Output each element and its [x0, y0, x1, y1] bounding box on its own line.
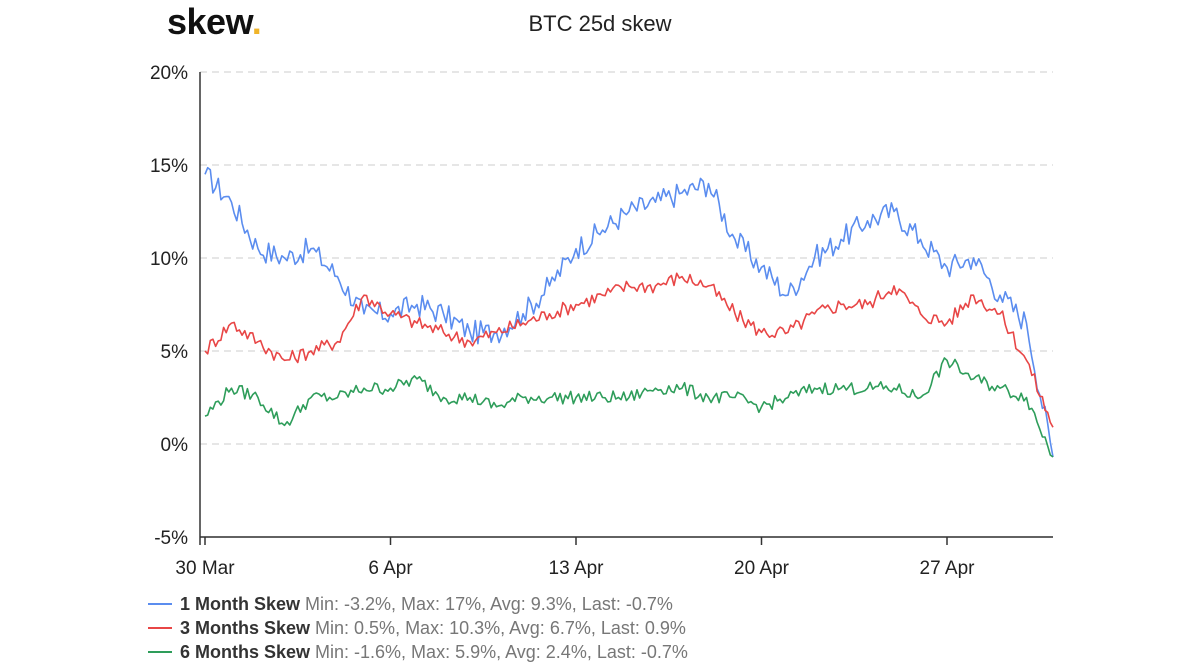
- legend-series-name: 1 Month Skew: [180, 594, 301, 614]
- chart-title: BTC 25d skew: [528, 11, 672, 36]
- legend-item[interactable]: 1 Month Skew Min: -3.2%, Max: 17%, Avg: 9…: [148, 592, 688, 616]
- x-tick-label: 27 Apr: [920, 558, 976, 579]
- grid-layer: [200, 71, 1053, 538]
- logo-text: skew: [167, 1, 252, 42]
- y-tick-label: 5%: [161, 342, 189, 363]
- series-line-6-months-skew: [204, 357, 1054, 458]
- legend-series-stats: Min: -3.2%, Max: 17%, Avg: 9.3%, Last: -…: [305, 594, 673, 614]
- tick-label-layer: 20% 15% 10% 5% 0% -5% 30 Mar 6 Apr 13 Apr 20 Apr 2…: [150, 63, 975, 579]
- legend-series-name: 3 Months Skew: [180, 618, 311, 638]
- series-line-1-month-skew: [204, 166, 1054, 458]
- series-line-3-months-skew: [204, 272, 1054, 428]
- logo-dot: .: [251, 1, 262, 42]
- legend-item[interactable]: 6 Months Skew Min: -1.6%, Max: 5.9%, Avg:…: [148, 640, 688, 664]
- y-tick-label: 20%: [150, 63, 188, 84]
- x-tick-label: 30 Mar: [175, 558, 235, 579]
- chart-legend: 1 Month Skew Min: -3.2%, Max: 17%, Avg: 9…: [148, 592, 688, 664]
- x-tick-label: 6 Apr: [368, 558, 413, 579]
- line-chart: 20% 15% 10% 5% 0% -5% 30 Mar 6 Apr 13 Apr 20 Apr 2…: [150, 63, 1054, 579]
- x-tick-label: 20 Apr: [734, 558, 790, 579]
- legend-series-stats: Min: -1.6%, Max: 5.9%, Avg: 2.4%, Last: …: [315, 642, 688, 662]
- y-tick-label: 0%: [161, 435, 189, 456]
- legend-swatch: [148, 627, 172, 629]
- y-tick-label: 15%: [150, 156, 188, 177]
- legend-item[interactable]: 3 Months Skew Min: 0.5%, Max: 10.3%, Avg:…: [148, 616, 688, 640]
- series-layer: [204, 166, 1054, 458]
- y-tick-label: 10%: [150, 249, 188, 270]
- legend-series-stats: Min: 0.5%, Max: 10.3%, Avg: 6.7%, Last: …: [315, 618, 686, 638]
- legend-series-name: 6 Months Skew: [180, 642, 311, 662]
- legend-swatch: [148, 651, 172, 653]
- x-tick-label: 13 Apr: [549, 558, 605, 579]
- y-tick-label: -5%: [154, 528, 188, 549]
- legend-swatch: [148, 603, 172, 605]
- skew-logo: skew.: [167, 0, 262, 44]
- axis-layer: [199, 72, 1053, 545]
